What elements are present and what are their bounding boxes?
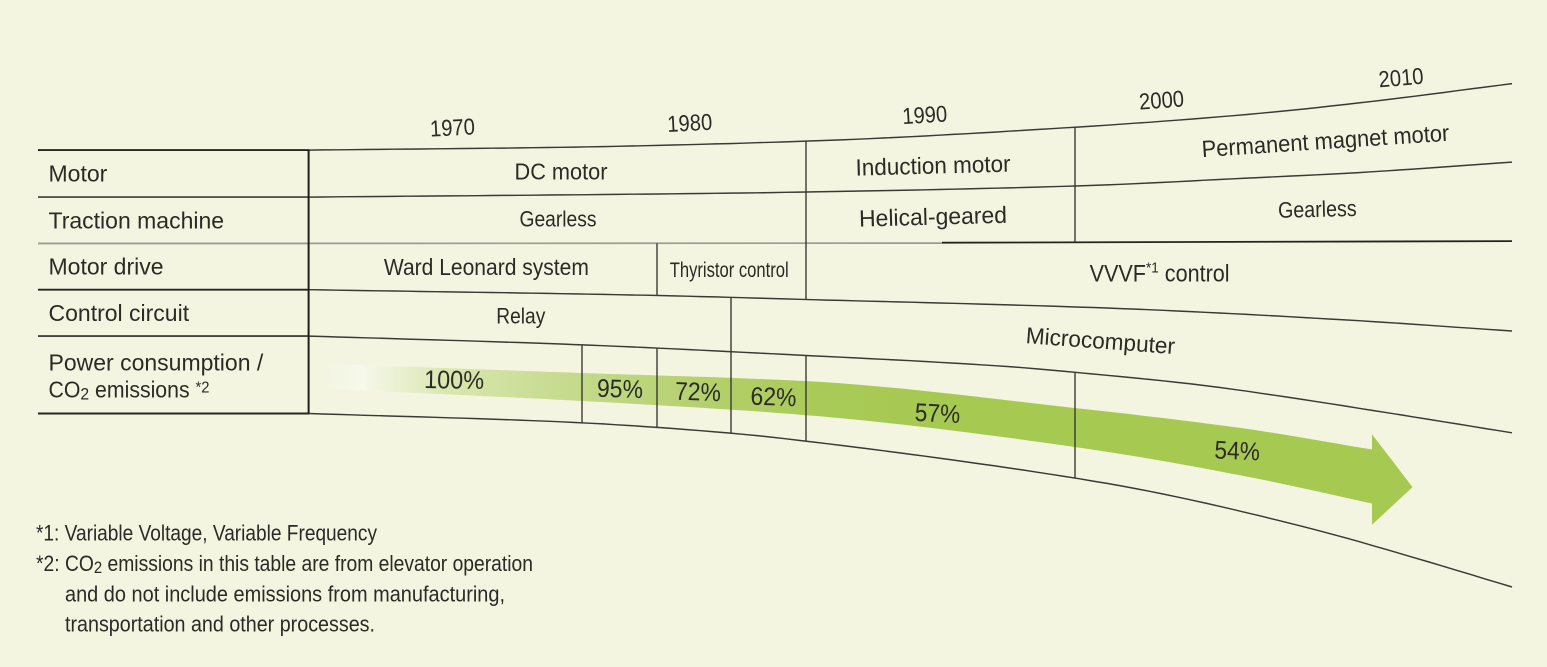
- svg-text:Control circuit: Control circuit: [49, 300, 190, 326]
- svg-text:Induction motor: Induction motor: [855, 151, 1011, 181]
- svg-text:Power consumption /: Power consumption /: [49, 350, 264, 376]
- svg-text:Thyristor control: Thyristor control: [670, 258, 789, 282]
- svg-text:Relay: Relay: [496, 304, 545, 329]
- svg-text:and do not include emissions f: and do not include emissions from manufa…: [65, 582, 505, 607]
- svg-text:1970: 1970: [429, 113, 475, 141]
- svg-text:*1: Variable Voltage, Variable: *1: Variable Voltage, Variable Frequency: [36, 521, 377, 546]
- svg-text:100%: 100%: [424, 366, 484, 395]
- svg-text:VVVF*1 control: VVVF*1 control: [1090, 259, 1230, 287]
- svg-text:Gearless: Gearless: [1278, 196, 1357, 223]
- svg-text:2010: 2010: [1377, 63, 1424, 93]
- svg-text:CO2 emissions *2: CO2 emissions *2: [49, 377, 210, 404]
- svg-text:2000: 2000: [1138, 85, 1185, 114]
- svg-text:62%: 62%: [750, 383, 797, 413]
- svg-text:transportation and other proce: transportation and other processes.: [65, 612, 375, 637]
- svg-text:95%: 95%: [597, 375, 644, 404]
- svg-text:54%: 54%: [1214, 436, 1261, 466]
- svg-text:*2: CO2 emissions in this tabl: *2: CO2 emissions in this table are from…: [36, 551, 533, 577]
- svg-text:Motor: Motor: [49, 161, 108, 187]
- svg-text:Ward Leonard system: Ward Leonard system: [384, 254, 589, 280]
- svg-text:Traction machine: Traction machine: [49, 207, 225, 233]
- svg-text:1990: 1990: [901, 100, 948, 129]
- svg-text:1980: 1980: [667, 109, 713, 137]
- svg-text:57%: 57%: [914, 399, 961, 429]
- svg-text:Gearless: Gearless: [520, 207, 597, 232]
- svg-text:Helical-geared: Helical-geared: [859, 202, 1008, 232]
- svg-text:Motor drive: Motor drive: [49, 254, 164, 280]
- svg-text:DC motor: DC motor: [515, 159, 608, 185]
- svg-text:72%: 72%: [674, 378, 721, 408]
